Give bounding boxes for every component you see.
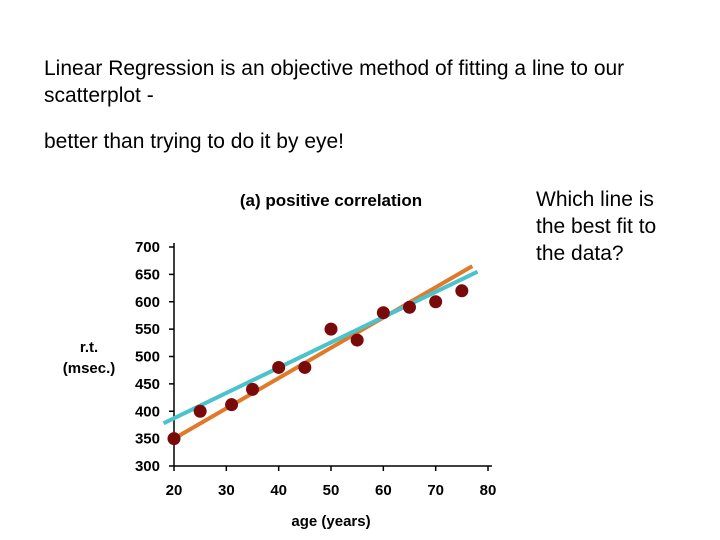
- fit-lines: [162, 264, 479, 441]
- y-tick-label: 450: [135, 376, 160, 393]
- x-tick-label: 20: [166, 482, 183, 499]
- data-point: [403, 300, 416, 314]
- x-tick-label: 70: [427, 482, 444, 499]
- data-point: [429, 295, 443, 309]
- intro-text: Linear Regression is an objective method…: [44, 57, 625, 107]
- fit-line-2: [162, 269, 479, 426]
- y-tick-label: 700: [135, 239, 160, 256]
- intro-text-2: better than trying to do it by eye!: [44, 130, 345, 153]
- x-tick-label: 50: [323, 482, 340, 499]
- x-tick-label: 80: [480, 482, 497, 499]
- axes: 300 350 400 450 500 550 600 650 700 20 30 40 50 60 70 8…: [135, 239, 496, 499]
- data-point: [350, 333, 364, 347]
- y-tick-label: 600: [135, 294, 160, 311]
- y-tick-label: 550: [135, 321, 160, 338]
- y-tick-label: 350: [135, 431, 160, 448]
- y-tick-label: 650: [135, 266, 160, 283]
- x-tick-label: 40: [270, 482, 287, 499]
- data-point: [272, 360, 286, 374]
- data-point: [246, 382, 259, 396]
- x-axis-label: age (years): [291, 513, 370, 530]
- data-point: [455, 284, 469, 298]
- data-point: [298, 360, 312, 374]
- y-tick-label: 400: [135, 403, 160, 420]
- y-tick-label: 500: [135, 349, 160, 366]
- data-point: [225, 398, 239, 412]
- x-tick-label: 60: [375, 482, 392, 499]
- y-tick-label: 300: [135, 458, 160, 475]
- question-text: Which line is the best fit to the data?: [536, 188, 657, 265]
- data-points: [167, 284, 469, 446]
- y-axis-label-line1: r.t.: [80, 339, 98, 356]
- data-point: [324, 322, 338, 336]
- fit-line-1: [172, 264, 474, 441]
- data-point: [376, 306, 390, 320]
- data-point: [193, 404, 207, 418]
- x-tick-label: 30: [218, 482, 235, 499]
- chart-title: (a) positive correlation: [240, 191, 422, 210]
- data-point: [167, 432, 181, 446]
- y-axis-label-line2: (msec.): [63, 360, 116, 377]
